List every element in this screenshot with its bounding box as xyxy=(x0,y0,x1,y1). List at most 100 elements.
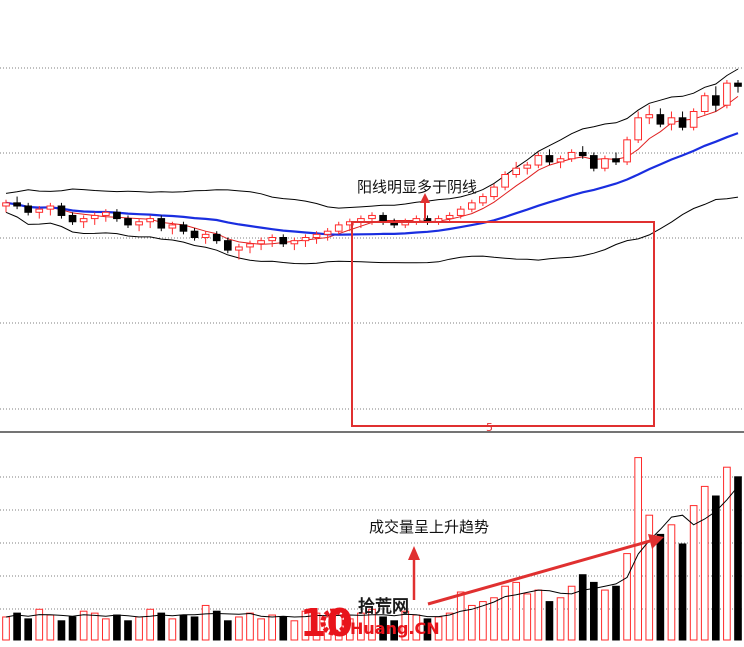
candle-body xyxy=(190,230,199,238)
candle-body xyxy=(534,155,543,166)
candle-body xyxy=(623,139,631,163)
candle-body xyxy=(645,114,654,119)
candle-body xyxy=(168,224,177,229)
volume-bar xyxy=(556,597,565,641)
watermark-gear-icon xyxy=(320,608,348,636)
volume-bar xyxy=(35,608,44,641)
volume-bar xyxy=(689,505,698,641)
candle-body xyxy=(113,211,121,220)
candle-body xyxy=(24,205,33,213)
volume-bar xyxy=(678,543,687,641)
volume-bar xyxy=(46,614,55,641)
candle-body xyxy=(545,155,554,163)
bollinger-bands xyxy=(5,68,739,265)
volume-bar xyxy=(445,612,454,641)
volume-bar xyxy=(13,612,21,641)
volume-bar xyxy=(523,593,532,641)
candle-body xyxy=(235,246,243,251)
volume-bar xyxy=(290,620,299,641)
volume-bar xyxy=(423,618,432,641)
candle-body xyxy=(734,82,742,87)
candle-body xyxy=(279,237,288,245)
volume-bar xyxy=(301,610,310,641)
candle-body xyxy=(345,221,354,226)
candle-body xyxy=(445,214,454,220)
candle-body xyxy=(490,186,498,198)
volume-bar xyxy=(268,614,277,641)
volume-bar xyxy=(645,514,654,641)
candle-body xyxy=(601,158,609,169)
volume-bar xyxy=(2,616,10,641)
volume-bar xyxy=(623,553,631,641)
volume-bar xyxy=(723,466,731,641)
watermark-en: Huang.CN xyxy=(350,619,440,638)
volume-bar xyxy=(501,585,509,641)
marker-label: 5 xyxy=(486,421,493,434)
candle-body xyxy=(711,95,720,106)
volume-bar xyxy=(667,524,676,641)
candle-body xyxy=(334,224,343,232)
candle-body xyxy=(179,224,188,232)
volume-bar xyxy=(157,612,166,641)
candle-body xyxy=(124,218,132,226)
volume-bar xyxy=(612,585,620,641)
volume-bar xyxy=(79,610,88,641)
candle-body xyxy=(556,158,565,163)
arrow-head-top xyxy=(420,193,430,203)
volume-bar xyxy=(490,597,498,641)
candle-body xyxy=(257,240,265,245)
candle-body xyxy=(678,117,687,128)
arrow-head-up xyxy=(408,546,420,560)
volume-bar xyxy=(567,585,576,641)
candle-body xyxy=(700,95,709,112)
candle-body xyxy=(479,196,487,204)
volume-bar xyxy=(656,533,665,641)
volume-bar xyxy=(101,618,110,641)
candle-body xyxy=(246,243,254,248)
candle-body xyxy=(656,114,665,125)
volume-bar xyxy=(578,574,587,641)
volume-bar xyxy=(146,608,155,641)
volume-bar xyxy=(201,604,210,641)
volume-bar xyxy=(390,620,399,641)
volume-bar xyxy=(479,601,487,641)
candle-body xyxy=(379,214,387,223)
candle-body xyxy=(578,151,587,157)
watermark-logo: 10 拾荒网 Huang.CN xyxy=(300,596,440,645)
candle-body xyxy=(57,205,66,216)
annotation-bullish: 阳线明显多于阴线 xyxy=(357,178,477,196)
volume-bar xyxy=(700,485,709,641)
candlesticks xyxy=(2,80,742,260)
candle-body xyxy=(223,240,232,251)
candle-body xyxy=(667,117,676,125)
highlight-box xyxy=(351,221,655,427)
candle-body xyxy=(90,214,99,220)
candle-body xyxy=(35,208,44,213)
candle-body xyxy=(146,218,155,223)
annotation-volume: 成交量呈上升趋势 xyxy=(369,518,489,536)
price-grid xyxy=(0,67,744,410)
volume-bar xyxy=(246,612,254,641)
ma-long-line xyxy=(5,132,739,236)
candle-body xyxy=(723,82,731,106)
candle-body xyxy=(290,240,299,245)
lower-band-line xyxy=(5,196,739,265)
candle-body xyxy=(634,117,643,141)
volume-bar xyxy=(357,612,365,641)
upper-band-line xyxy=(5,68,739,209)
volume-bar xyxy=(190,616,199,641)
candle-body xyxy=(68,214,77,223)
volume-bar xyxy=(734,476,742,641)
candle-body xyxy=(589,155,598,169)
volume-bar xyxy=(135,616,143,641)
volume-bar xyxy=(113,614,121,641)
candle-body xyxy=(689,111,698,128)
volume-bar xyxy=(711,495,720,641)
volume-bar xyxy=(589,581,598,641)
volume-bar xyxy=(24,618,33,641)
volume-bar xyxy=(90,612,99,641)
candle-body xyxy=(301,237,310,242)
candle-body xyxy=(13,202,21,207)
candle-body xyxy=(135,221,143,226)
volume-bar xyxy=(312,612,321,641)
